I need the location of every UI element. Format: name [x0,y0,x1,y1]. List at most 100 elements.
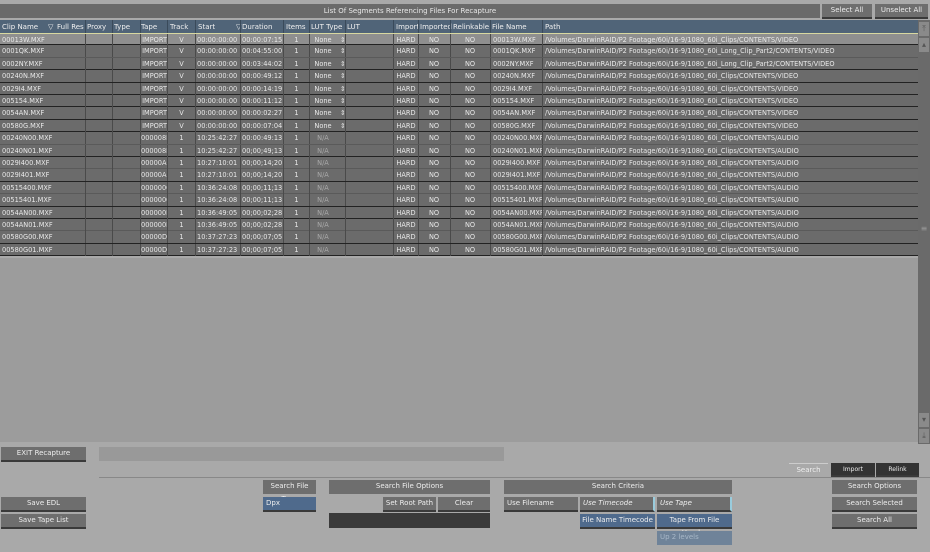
file-name-timecode-select[interactable]: File Name Timecode [580,514,655,529]
column-divider[interactable] [195,20,196,33]
table-row[interactable]: 0054AN.MXF IMPORT V 00:00:00:00 00:00:02:27 1… [0,107,918,120]
cell-divider [418,132,419,145]
table-row[interactable]: 00240N01.MXF 000008B8(1 10:25:42:27 00;00;4… [0,144,918,157]
column-header-full-res[interactable]: Full Res [57,23,84,31]
table-row[interactable]: 0054AN00.MXF 000000E8E 1 10:36:49:05 00;00;0… [0,206,918,219]
column-header-relinkable[interactable]: Relinkable [453,23,490,31]
table-row[interactable]: 00580G01.MXF 00000DC4 1 10:37:27:23 00;00;07… [0,243,918,257]
lut-type-spinner-icon[interactable]: ⇕ [340,36,346,44]
table-row[interactable]: 0029I4.MXF IMPORT V 00:00:00:00 00:00:14:19 1… [0,82,918,95]
scroll-grip-icon[interactable]: ≡ [920,224,928,233]
table-row[interactable]: 00240N00.MXF 000008B8(1 10:25:42:27 00:00:4… [0,132,918,145]
sort-icon[interactable]: ▽ [48,23,54,31]
cell-start: 10:36:49:05 [197,221,238,229]
save-edl-button[interactable]: Save EDL [1,497,86,512]
tab-relink[interactable]: Relink [876,463,919,477]
cell-clip: 00240N00.MXF [2,134,53,143]
cell-divider [140,181,141,194]
cell-tape: IMPORT [142,59,167,68]
lut-type-spinner-icon[interactable]: ⇕ [340,72,346,81]
column-header-lut-type[interactable]: LUT Type [311,23,343,31]
cell-divider [283,243,284,256]
table-row[interactable]: 00515400.MXF 000000C9E 1 10:36:24:08 00;00;1… [0,181,918,195]
column-header-import[interactable]: Import [396,23,420,31]
column-divider[interactable] [490,20,491,33]
table-row[interactable]: 0001QK.MXF IMPORT V 00:00:00:00 00:04:55:00 1… [0,45,918,58]
column-header-track[interactable]: Track [170,23,189,31]
column-header-proxy[interactable]: Proxy [87,23,107,31]
cell-divider [140,107,141,120]
column-header-start[interactable]: Start [198,23,216,31]
file-type-select[interactable]: Dpx [263,497,316,512]
use-tape-toggle[interactable]: Use Tape [657,497,732,512]
column-divider[interactable] [418,20,419,33]
table-row[interactable]: 00580G.MXF IMPORT V 00:00:00:00 00:00:07:04 1… [0,119,918,133]
cell-file: 00240N.MXF [493,72,536,81]
root-path-field[interactable] [329,513,490,528]
table-row[interactable]: 005154.MXF IMPORT V 00:00:00:00 00:00:11:12 1… [0,95,918,108]
column-divider[interactable] [309,20,310,33]
column-divider[interactable] [85,20,86,33]
column-header-type[interactable]: Type [114,23,131,31]
lut-type-spinner-icon[interactable]: ⇕ [340,109,346,118]
lut-type-spinner-icon[interactable]: ⇕ [340,121,346,130]
column-header-lut[interactable]: LUT [347,23,360,31]
lut-type-spinner-icon[interactable]: ⇕ [340,84,346,93]
table-row[interactable]: 0054AN01.MXF 000000E8E 1 10:36:49:05 00;00;0… [0,219,918,232]
unselect-all-button[interactable]: Unselect All [875,4,928,19]
column-header-file-name[interactable]: File Name [492,23,527,31]
column-divider[interactable] [140,20,141,33]
tab-import[interactable]: Import [831,463,875,477]
column-header-imported[interactable]: Imported [420,23,452,31]
column-divider[interactable] [112,20,113,33]
column-header-clip-name[interactable]: Clip Name [2,23,39,31]
lut-type-spinner-icon[interactable]: ⇕ [340,97,346,105]
search-selected-button[interactable]: Search Selected [832,497,917,512]
column-divider[interactable] [393,20,394,33]
table-row[interactable]: 00013W.MXF IMPORT V 00:00:00:00 00:00:07:15 1… [0,33,918,46]
vertical-scrollbar[interactable] [918,20,930,444]
table-row[interactable]: 00580G00.MXF 00000DC4 1 10:37:27:23 00;00;07… [0,231,918,244]
column-divider[interactable] [345,20,346,33]
cell-divider [167,144,168,157]
column-divider[interactable] [283,20,284,33]
set-root-path-button[interactable]: Set Root Path [383,497,436,512]
use-timecode-toggle[interactable]: Use Timecode [580,497,655,512]
cell-clip: 00580G00.MXF [2,233,53,242]
cell-divider [167,107,168,120]
cell-imp: HARD [396,97,416,105]
exit-recapture-button[interactable]: EXIT Recapture [1,447,86,462]
use-filename-toggle[interactable]: Use Filename [504,497,578,512]
scroll-down-icon[interactable]: ▾ [919,413,929,427]
tab-search[interactable]: Search [789,463,828,477]
table-row[interactable]: 00515401.MXF 000000C9E 1 10:36:24:08 00;00;1… [0,194,918,207]
tape-from-header-select[interactable]: Tape From File Header [657,514,732,537]
table-row[interactable]: 00240N.MXF IMPORT V 00:00:00:00 00:00:49:12 1… [0,70,918,83]
column-divider[interactable] [167,20,168,33]
select-all-button[interactable]: Select All [822,4,872,19]
scroll-bottom-icon[interactable]: ⤓ [919,429,929,443]
cell-start: 10:36:24:08 [197,183,238,192]
clear-button[interactable]: Clear [438,497,490,512]
cell-divider [112,219,113,231]
sort-icon[interactable]: ▽ [236,23,242,31]
cell-divider [167,243,168,256]
column-header-path[interactable]: Path [545,23,561,31]
up-levels-select[interactable]: Up 2 levels [657,531,732,545]
table-row[interactable]: 0002NY.MXF IMPORT V 00:00:00:00 00:03:44:02 1… [0,57,918,71]
scroll-up-icon[interactable]: ▴ [919,38,929,52]
lut-type-spinner-icon[interactable]: ⇕ [340,59,346,68]
column-divider[interactable] [450,20,451,33]
scroll-top-icon[interactable]: ⤒ [919,22,929,36]
search-all-button[interactable]: Search All [832,514,917,529]
column-header-items[interactable]: Items [286,23,306,31]
table-row[interactable]: 0029I400.MXF 00000A68 1 10:27:10:01 00;00;14… [0,157,918,170]
cell-divider [240,243,241,256]
column-header-duration[interactable]: Duration [242,23,273,31]
column-header-tape[interactable]: Tape [141,23,158,31]
column-divider[interactable] [542,20,543,33]
table-row[interactable]: 0029I401.MXF 00000A68 1 10:27:10:01 00;00;14… [0,169,918,182]
column-divider[interactable] [240,20,241,33]
lut-type-spinner-icon[interactable]: ⇕ [340,47,346,56]
save-tape-list-button[interactable]: Save Tape List [1,514,86,529]
